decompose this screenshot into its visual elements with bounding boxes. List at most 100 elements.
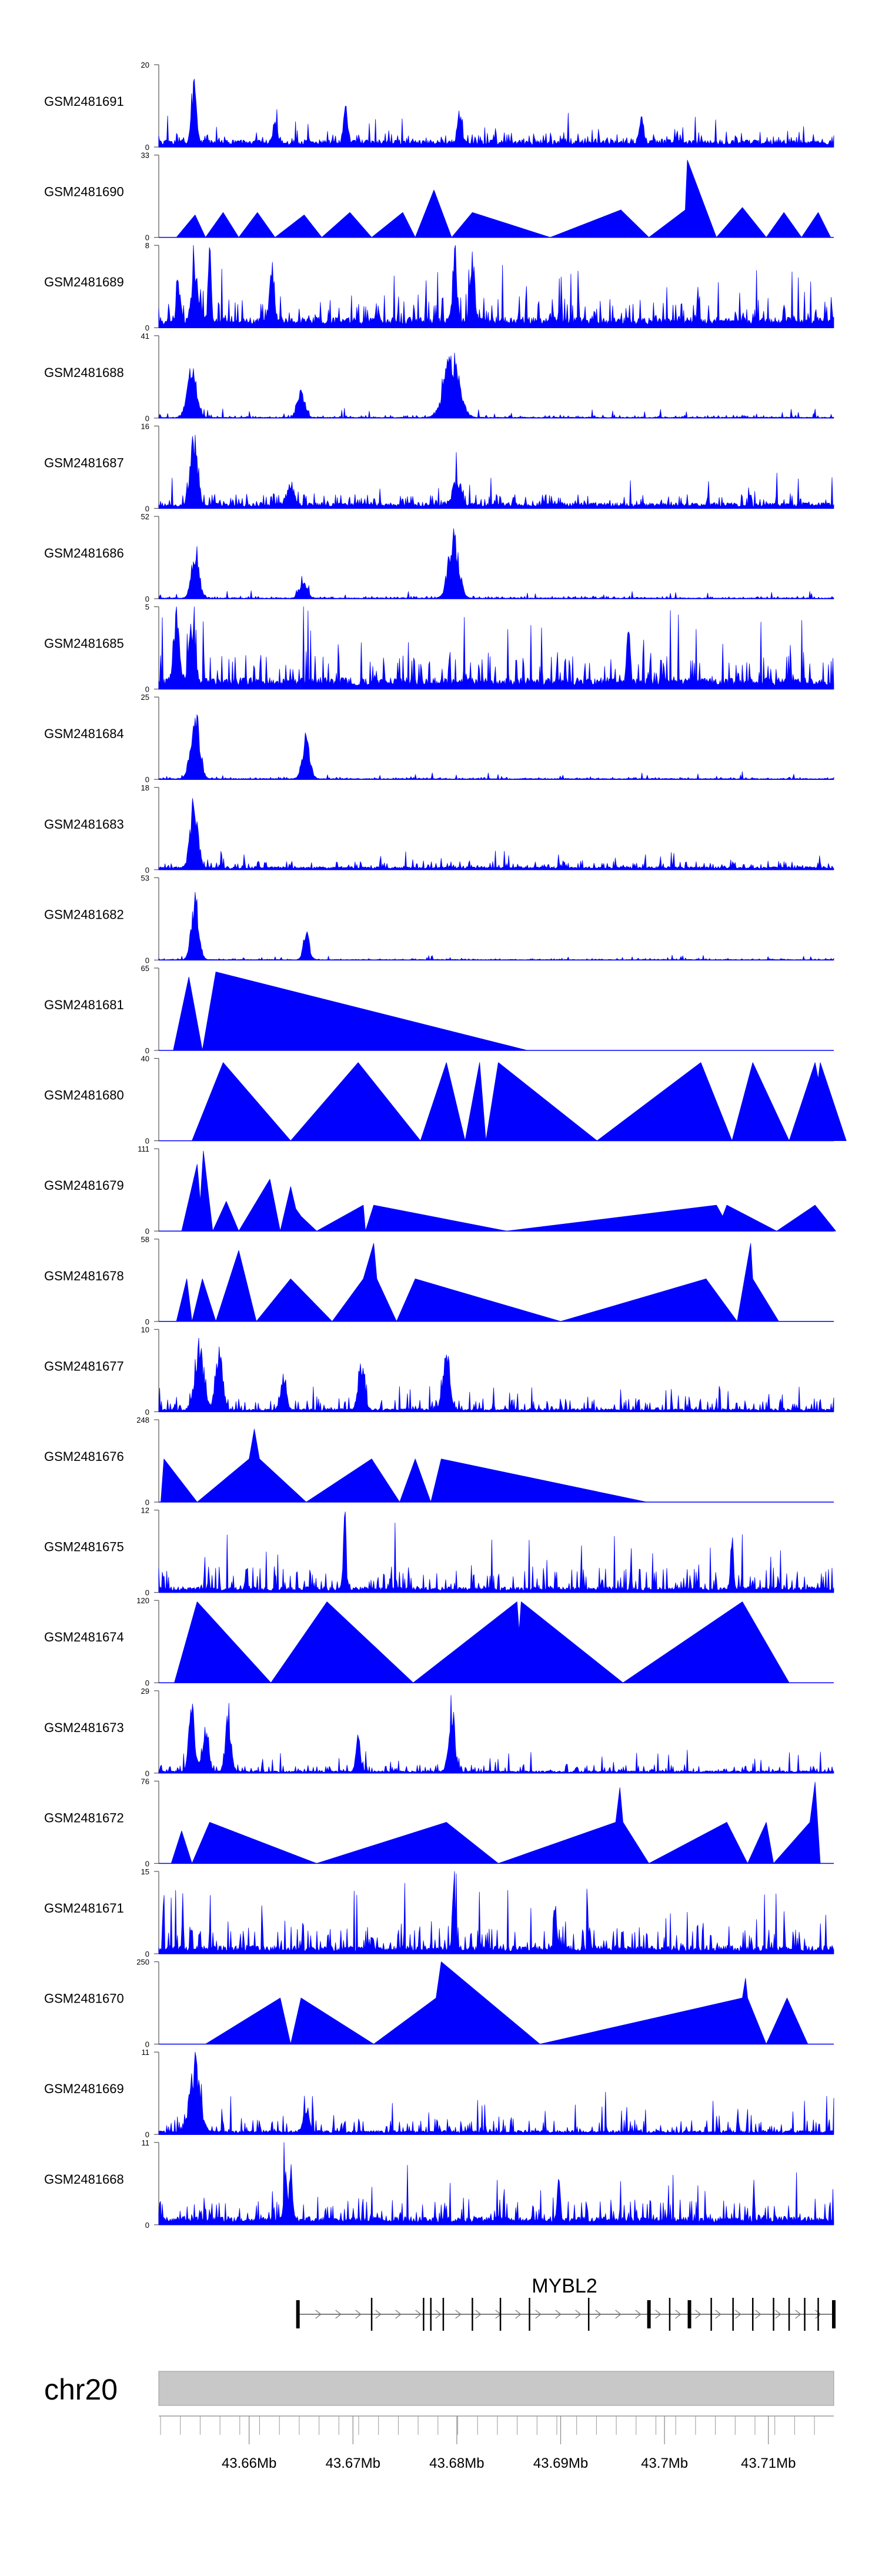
track-label: GSM2481680 (44, 1088, 124, 1103)
coverage-area (176, 1243, 779, 1322)
strand-arrow (575, 2310, 582, 2319)
y-max-label: 41 (141, 332, 149, 341)
y-min-label: 0 (145, 323, 149, 332)
x-tick-label: 43.7Mb (641, 2455, 688, 2471)
genome-axis: chr20 43.66Mb 43.67Mb 43.68Mb 43.69Mb 43.7Mb… (44, 2371, 834, 2471)
y-max-label: 76 (141, 1777, 149, 1786)
coverage-area (158, 1511, 834, 1593)
y-min-label: 0 (145, 1679, 149, 1687)
coverage-area (158, 2051, 834, 2135)
coverage-area (158, 1871, 834, 1954)
track-GSM2481689: GSM2481689 8 0 (44, 241, 834, 332)
chromosome-ideogram (158, 2371, 834, 2406)
y-min-label: 0 (145, 2040, 149, 2049)
coverage-area (192, 1062, 847, 1141)
y-max-label: 10 (141, 1325, 149, 1334)
track-GSM2481688: GSM2481688 41 0 (44, 332, 834, 423)
track-GSM2481691: GSM2481691 20 0 (44, 61, 834, 152)
gene-exon (430, 2298, 432, 2331)
coverage-area (158, 352, 834, 419)
y-min-label: 0 (145, 1046, 149, 1055)
strand-arrow (375, 2310, 382, 2319)
track-label: GSM2481672 (44, 1810, 124, 1825)
track-label: GSM2481669 (44, 2081, 124, 2096)
y-max-label: 20 (141, 61, 149, 69)
y-max-label: 33 (141, 151, 149, 160)
y-max-label: 250 (136, 1958, 149, 1967)
coverage-area (158, 2142, 834, 2225)
coverage-area (158, 798, 834, 870)
x-tick-label: 43.69Mb (533, 2455, 588, 2471)
track-label: GSM2481681 (44, 997, 124, 1012)
chromosome-label: chr20 (44, 2373, 118, 2406)
coverage-area (158, 892, 834, 960)
track-GSM2481672: GSM2481672 76 0 (44, 1777, 834, 1868)
gene-track: MYBL2 (296, 2275, 836, 2331)
track-GSM2481679: GSM2481679 111 0 (44, 1144, 836, 1236)
track-GSM2481671: GSM2481671 15 0 (44, 1867, 834, 1958)
strand-arrow (315, 2310, 322, 2319)
strand-arrow (655, 2310, 662, 2319)
coverage-area (158, 435, 834, 509)
track-label: GSM2481673 (44, 1720, 124, 1735)
gene-exon (687, 2300, 691, 2328)
y-min-label: 0 (145, 956, 149, 965)
gene-exon (587, 2298, 590, 2331)
y-min-label: 0 (145, 414, 149, 423)
strand-arrow (475, 2310, 482, 2319)
strand-arrow (555, 2310, 562, 2319)
x-tick-label: 43.71Mb (741, 2455, 796, 2471)
strand-arrow (355, 2310, 362, 2319)
track-GSM2481675: GSM2481675 12 0 (44, 1506, 834, 1597)
strand-arrow (695, 2310, 701, 2319)
track-label: GSM2481674 (44, 1630, 124, 1644)
y-max-label: 58 (141, 1235, 149, 1244)
y-min-label: 0 (145, 504, 149, 513)
y-min-label: 0 (145, 866, 149, 875)
track-label: GSM2481679 (44, 1178, 124, 1193)
gene-exon (710, 2298, 712, 2331)
track-GSM2481684: GSM2481684 25 0 (44, 693, 834, 784)
track-GSM2481677: GSM2481677 10 0 (44, 1325, 834, 1416)
y-max-label: 248 (136, 1416, 149, 1424)
strand-arrow (615, 2310, 622, 2319)
track-label: GSM2481687 (44, 455, 124, 470)
y-max-label: 120 (136, 1596, 149, 1605)
track-GSM2481669: GSM2481669 11 0 (44, 2048, 834, 2139)
track-GSM2481674: GSM2481674 120 0 (44, 1596, 834, 1687)
y-max-label: 18 (141, 783, 149, 792)
y-min-label: 0 (145, 1498, 149, 1507)
gene-exon (669, 2298, 671, 2331)
y-min-label: 0 (145, 1227, 149, 1236)
y-min-label: 0 (145, 1407, 149, 1416)
track-label: GSM2481683 (44, 817, 124, 832)
track-label: GSM2481684 (44, 726, 124, 741)
y-max-label: 12 (141, 1506, 149, 1515)
track-GSM2481687: GSM2481687 16 0 (44, 422, 834, 513)
gene-exon (751, 2298, 754, 2331)
x-tick-label: 43.67Mb (326, 2455, 380, 2471)
y-min-label: 0 (145, 1137, 149, 1146)
gene-exon (296, 2300, 300, 2328)
gene-exon (647, 2300, 651, 2328)
track-GSM2481690: GSM2481690 33 0 (44, 151, 834, 242)
y-min-label: 0 (145, 1769, 149, 1778)
gene-exon (788, 2298, 790, 2331)
track-GSM2481683: GSM2481683 18 0 (44, 783, 834, 875)
strand-arrow (735, 2310, 741, 2319)
coverage-area (158, 714, 834, 780)
gene-exon (499, 2298, 502, 2331)
y-max-label: 16 (141, 422, 149, 431)
strand-arrow (775, 2310, 781, 2319)
strand-arrow (635, 2310, 642, 2319)
y-min-label: 0 (145, 2221, 149, 2230)
y-min-label: 0 (145, 685, 149, 694)
track-GSM2481673: GSM2481673 29 0 (44, 1687, 834, 1778)
track-label: GSM2481678 (44, 1269, 124, 1283)
track-label: GSM2481685 (44, 636, 124, 651)
y-min-label: 0 (145, 775, 149, 784)
y-min-label: 0 (145, 1589, 149, 1597)
track-GSM2481680: GSM2481680 40 0 (44, 1055, 847, 1146)
